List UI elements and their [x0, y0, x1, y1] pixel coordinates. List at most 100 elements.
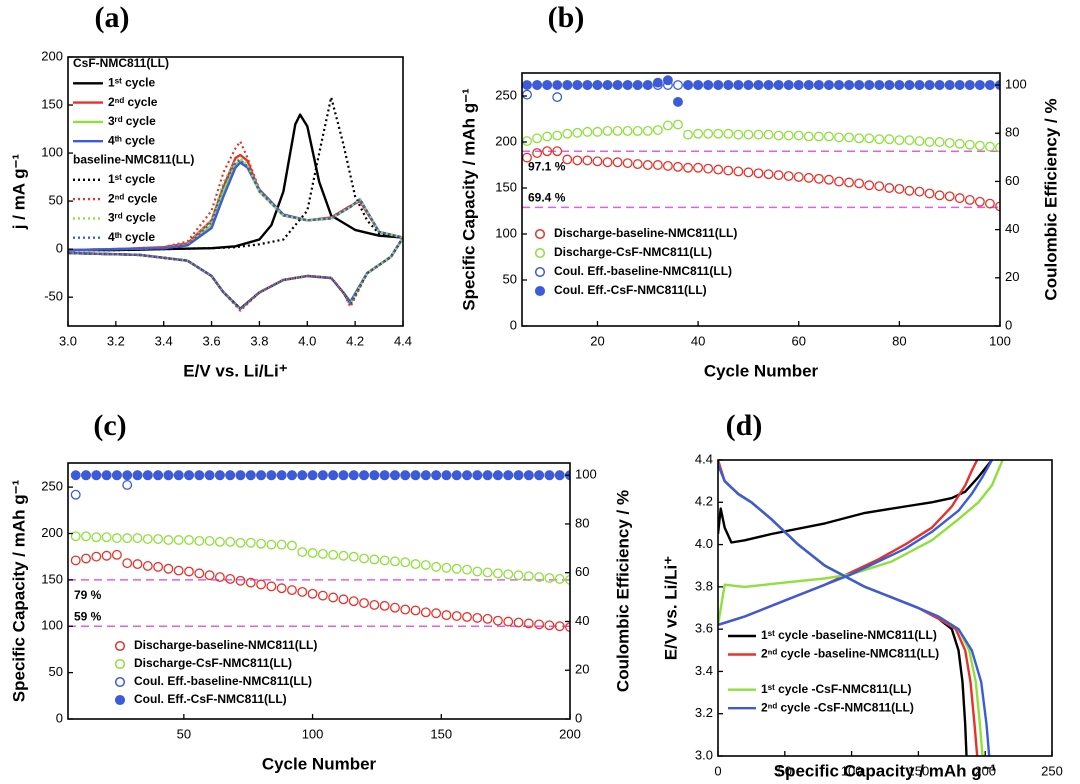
data-point	[954, 80, 965, 90]
y-axis-title: Specific Capacity / mAh g⁻¹	[459, 88, 478, 311]
y2-tick-label: 80	[575, 515, 589, 530]
data-point	[204, 535, 215, 546]
data-point	[70, 489, 81, 500]
data-point	[532, 148, 543, 158]
legend-title: baseline-NMC811(LL)	[73, 153, 194, 167]
data-point	[348, 551, 359, 562]
data-point	[441, 470, 452, 481]
y-tick-label: 150	[41, 96, 63, 111]
data-point	[723, 165, 734, 176]
data-point	[256, 470, 267, 481]
legend-label: Coul. Eff.-baseline-NMC811(LL)	[554, 264, 732, 278]
data-point	[522, 80, 532, 90]
data-point	[783, 130, 794, 141]
y-tick-label: 100	[41, 618, 63, 633]
x-tick-label: 50	[177, 726, 191, 741]
data-point	[245, 470, 256, 481]
data-point	[122, 558, 133, 569]
data-point	[864, 133, 875, 144]
data-point	[823, 80, 834, 90]
data-point	[348, 596, 359, 607]
data-point	[713, 164, 724, 175]
data-point	[894, 183, 905, 194]
data-point	[844, 80, 855, 90]
y-tick-label: 4.0	[695, 536, 713, 551]
data-point	[954, 138, 965, 149]
legend-label: Discharge-baseline-NMC811(LL)	[554, 226, 737, 240]
data-point	[693, 128, 704, 139]
data-point	[204, 470, 215, 481]
data-point	[542, 80, 553, 90]
data-point	[532, 133, 543, 144]
data-point	[101, 470, 112, 481]
series-line	[68, 158, 403, 310]
data-point	[359, 553, 370, 564]
data-point	[683, 162, 693, 173]
data-point	[632, 126, 643, 136]
y2-tick-label: 60	[1005, 173, 1019, 188]
data-point	[753, 129, 764, 140]
data-point	[554, 470, 565, 481]
data-point	[713, 80, 724, 90]
x-tick-label: 4.2	[346, 333, 364, 348]
y2-tick-label: 80	[1005, 125, 1019, 140]
data-point	[544, 470, 555, 481]
y2-tick-label: 100	[575, 467, 597, 482]
data-point	[513, 470, 524, 481]
legend-swatch	[534, 228, 546, 240]
legend-label: Discharge-baseline-NMC811(LL)	[134, 638, 317, 652]
data-point	[572, 127, 583, 138]
data-point	[733, 80, 744, 90]
data-point	[81, 531, 91, 542]
data-point	[934, 137, 945, 147]
data-point	[297, 470, 308, 481]
x-tick-label: 250	[1041, 763, 1063, 778]
x-tick-label: 3.4	[155, 333, 173, 348]
data-point	[153, 534, 164, 545]
data-point	[743, 129, 754, 140]
data-point	[753, 168, 764, 179]
data-point	[565, 622, 570, 633]
data-point	[142, 470, 153, 481]
data-point	[132, 559, 143, 570]
data-point	[673, 80, 683, 90]
data-point	[410, 605, 421, 616]
reference-label: 59 %	[74, 609, 102, 623]
data-point	[235, 575, 246, 586]
data-point	[420, 607, 431, 618]
data-point	[328, 592, 339, 603]
data-point	[894, 80, 905, 90]
data-point	[542, 146, 553, 157]
y-tick-label: 3.0	[695, 747, 713, 762]
data-point	[142, 561, 153, 571]
data-point	[266, 581, 277, 592]
data-point	[338, 550, 349, 561]
data-point	[622, 80, 633, 90]
data-point	[743, 80, 754, 90]
data-point	[184, 535, 194, 545]
data-point	[763, 80, 774, 90]
data-point	[844, 132, 855, 143]
data-point	[944, 80, 955, 90]
data-point	[995, 142, 1000, 153]
plot-data	[68, 96, 403, 312]
data-point	[307, 548, 318, 558]
data-point	[153, 470, 164, 481]
data-point	[884, 80, 895, 90]
data-point	[934, 80, 945, 90]
data-point	[522, 89, 532, 100]
data-point	[441, 610, 452, 621]
reference-label: 97.1 %	[528, 159, 566, 173]
data-point	[834, 132, 844, 143]
data-point	[400, 557, 411, 568]
data-point	[534, 470, 545, 481]
reference-label: 79 %	[74, 588, 102, 602]
data-point	[924, 188, 935, 199]
data-point	[914, 186, 925, 197]
data-point	[389, 556, 400, 567]
data-point	[472, 470, 483, 481]
legend-label: 3ʳᵈ cycle	[108, 114, 156, 128]
data-point	[803, 80, 814, 90]
plot-data	[522, 75, 1000, 212]
data-point	[431, 608, 442, 619]
